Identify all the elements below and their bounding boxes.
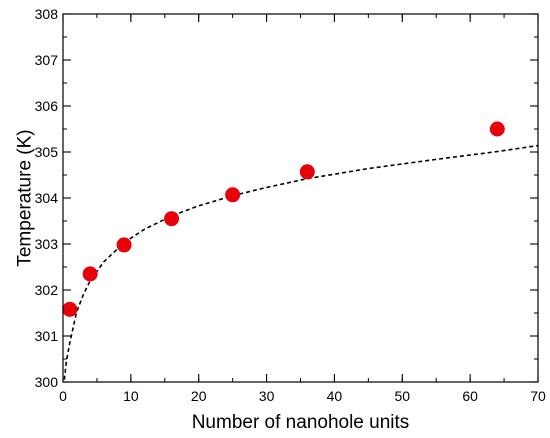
- data-point: [116, 237, 132, 253]
- y-tick-label: 307: [35, 52, 59, 68]
- x-tick-label: 40: [327, 388, 343, 404]
- x-tick-label: 30: [259, 388, 275, 404]
- x-tick-label: 0: [59, 388, 67, 404]
- data-point: [489, 121, 505, 137]
- major-ticks: [62, 13, 539, 383]
- y-tick-label: 308: [35, 6, 59, 22]
- y-tick-label: 300: [35, 374, 59, 390]
- minor-ticks: [62, 13, 539, 383]
- x-tick-label: 50: [394, 388, 410, 404]
- data-point: [225, 187, 241, 203]
- x-tick-labels: 0 10 20 30 40 50 60 70: [59, 388, 546, 404]
- y-tick-label: 301: [35, 328, 59, 344]
- x-axis-title: Number of nanohole units: [192, 412, 410, 433]
- fit-curve: [63, 144, 539, 380]
- data-point: [62, 301, 78, 317]
- data-point: [299, 164, 315, 180]
- y-axis-title: Temperature (K): [15, 129, 36, 266]
- x-tick-label: 20: [191, 388, 207, 404]
- x-tick-label: 10: [123, 388, 139, 404]
- y-tick-label: 302: [35, 282, 59, 298]
- y-tick-label: 305: [35, 144, 59, 160]
- y-tick-label: 306: [35, 98, 59, 114]
- data-point: [164, 211, 180, 227]
- plot-series: [62, 121, 539, 380]
- x-tick-label: 60: [462, 388, 478, 404]
- plot-frame: [62, 13, 539, 383]
- y-tick-labels: 300 301 302 303 304 305 306 307 308: [35, 6, 59, 390]
- data-point: [82, 266, 98, 282]
- x-tick-label: 70: [530, 388, 546, 404]
- y-tick-label: 304: [35, 190, 59, 206]
- y-tick-label: 303: [35, 236, 59, 252]
